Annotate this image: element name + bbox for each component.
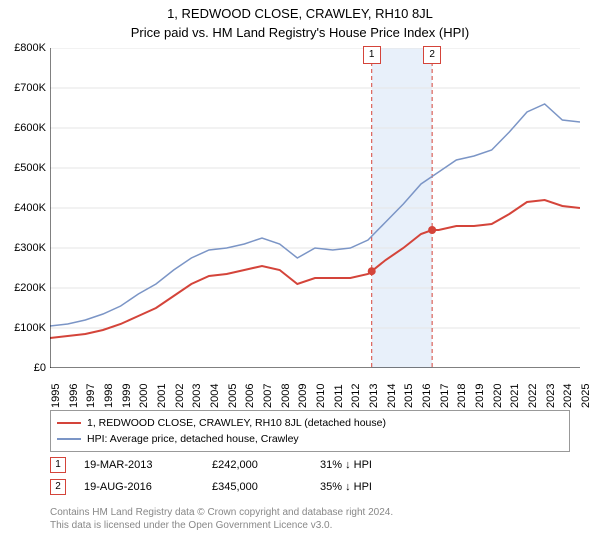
footer-line2: This data is licensed under the Open Gov… [50, 519, 570, 532]
chart-container: 1, REDWOOD CLOSE, CRAWLEY, RH10 8JL Pric… [0, 0, 600, 560]
x-tick-label: 2007 [262, 384, 274, 408]
y-tick-label: £300K [2, 242, 46, 254]
x-tick-label: 2002 [174, 384, 186, 408]
x-tick-label: 2025 [580, 384, 592, 408]
sales-table: 1 19-MAR-2013 £242,000 31% ↓ HPI 2 19-AU… [50, 454, 570, 498]
y-tick-label: £500K [2, 162, 46, 174]
x-tick-label: 1996 [68, 384, 80, 408]
legend-swatch [57, 438, 81, 440]
x-tick-label: 2001 [156, 384, 168, 408]
y-tick-label: £400K [2, 202, 46, 214]
sale-delta: 35% ↓ HPI [320, 481, 372, 493]
legend-row: HPI: Average price, detached house, Craw… [57, 431, 563, 447]
chart-area: £0£100K£200K£300K£400K£500K£600K£700K£80… [50, 48, 580, 368]
x-tick-label: 2011 [333, 384, 345, 408]
x-tick-label: 2023 [545, 384, 557, 408]
chart-sale-marker: 2 [423, 46, 441, 64]
sale-price: £242,000 [212, 459, 302, 471]
x-tick-label: 2018 [456, 384, 468, 408]
sale-marker: 2 [50, 479, 66, 495]
title-subtitle: Price paid vs. HM Land Registry's House … [0, 21, 600, 40]
x-tick-label: 2017 [439, 384, 451, 408]
x-tick-label: 1998 [103, 384, 115, 408]
x-tick-label: 2024 [562, 384, 574, 408]
x-tick-label: 1995 [50, 384, 62, 408]
plot-svg [50, 48, 580, 368]
sale-row: 2 19-AUG-2016 £345,000 35% ↓ HPI [50, 476, 570, 498]
x-tick-label: 2005 [227, 384, 239, 408]
sale-marker: 1 [50, 457, 66, 473]
y-tick-label: £0 [2, 362, 46, 374]
x-tick-label: 2009 [297, 384, 309, 408]
x-tick-label: 2003 [191, 384, 203, 408]
legend-label: 1, REDWOOD CLOSE, CRAWLEY, RH10 8JL (det… [87, 415, 386, 431]
legend-row: 1, REDWOOD CLOSE, CRAWLEY, RH10 8JL (det… [57, 415, 563, 431]
x-tick-label: 2021 [509, 384, 521, 408]
footer: Contains HM Land Registry data © Crown c… [50, 506, 570, 532]
y-tick-label: £800K [2, 42, 46, 54]
x-tick-label: 2012 [350, 384, 362, 408]
y-tick-label: £100K [2, 322, 46, 334]
legend-box: 1, REDWOOD CLOSE, CRAWLEY, RH10 8JL (det… [50, 410, 570, 452]
x-tick-label: 2010 [315, 384, 327, 408]
x-tick-label: 2020 [492, 384, 504, 408]
x-tick-label: 2008 [280, 384, 292, 408]
x-tick-label: 2015 [403, 384, 415, 408]
x-tick-label: 2019 [474, 384, 486, 408]
sale-delta: 31% ↓ HPI [320, 459, 372, 471]
footer-line1: Contains HM Land Registry data © Crown c… [50, 506, 570, 519]
chart-sale-marker: 1 [363, 46, 381, 64]
x-tick-label: 2006 [244, 384, 256, 408]
legend-label: HPI: Average price, detached house, Craw… [87, 431, 299, 447]
x-tick-label: 2022 [527, 384, 539, 408]
sale-date: 19-AUG-2016 [84, 481, 194, 493]
y-tick-label: £600K [2, 122, 46, 134]
sale-price: £345,000 [212, 481, 302, 493]
x-tick-label: 2013 [368, 384, 380, 408]
x-tick-label: 2014 [386, 384, 398, 408]
y-tick-label: £200K [2, 282, 46, 294]
x-tick-label: 1999 [121, 384, 133, 408]
title-address: 1, REDWOOD CLOSE, CRAWLEY, RH10 8JL [0, 0, 600, 21]
x-tick-label: 1997 [85, 384, 97, 408]
sale-date: 19-MAR-2013 [84, 459, 194, 471]
x-tick-label: 2000 [138, 384, 150, 408]
y-tick-label: £700K [2, 82, 46, 94]
x-tick-label: 2004 [209, 384, 221, 408]
legend-swatch [57, 422, 81, 424]
sale-row: 1 19-MAR-2013 £242,000 31% ↓ HPI [50, 454, 570, 476]
x-tick-label: 2016 [421, 384, 433, 408]
